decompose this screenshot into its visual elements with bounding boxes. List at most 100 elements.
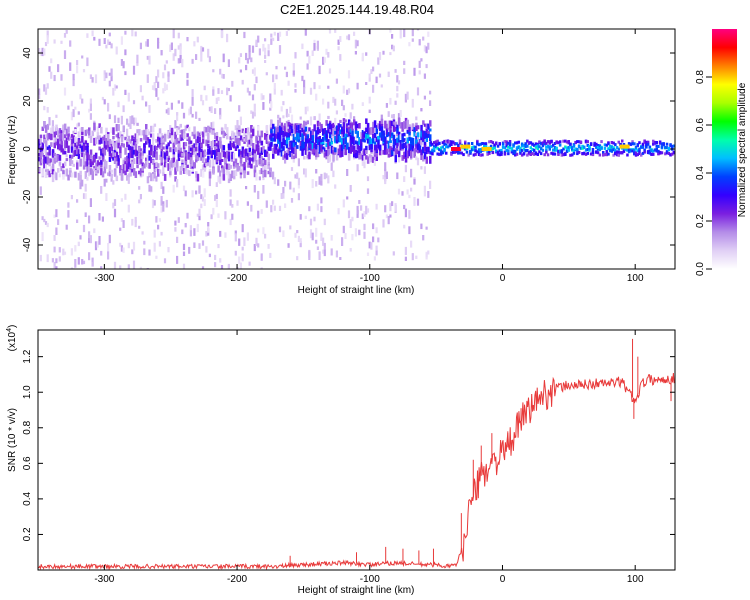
spectrogram-cell [416,147,420,154]
spectrogram-cell [517,140,520,144]
spectrogram-cell [205,95,208,101]
spectrogram-cell [43,48,46,56]
spectrogram-cell [231,143,234,148]
spectrogram-cell [538,140,541,144]
spectrogram-cell [44,140,48,147]
spectrogram-cell [205,132,208,137]
spectrogram-cell [220,127,224,132]
spectrogram-cell [195,175,198,182]
spectrogram-cell [311,50,314,56]
spectrogram-cell [81,179,84,187]
spectrogram-cell [222,145,226,151]
spectrogram-cell [222,74,225,79]
spectrogram-cell [174,147,177,152]
spectrogram-cell [188,170,191,177]
spectrogram-cell [176,179,179,188]
spectrogram-cell [229,189,232,197]
spectrogram-cell [396,22,398,26]
spectrogram-cell [255,76,258,84]
spectrogram-cell [258,136,262,144]
spectrogram-cell [365,205,368,215]
spectrogram-cell [589,152,593,156]
spectrogram-cell [615,153,619,157]
spectrogram-cell [646,140,650,144]
spectrogram-cell [46,222,49,228]
spectrogram-cell [301,140,304,148]
spectrogram-cell [103,134,107,141]
spectrogram-cell [520,153,524,157]
spectrogram-cell [315,135,318,140]
spectrogram-cell [124,193,127,200]
spectrogram-cell [69,136,72,140]
spectrogram-cell [107,172,110,176]
spectrogram-cell [545,145,548,149]
spectrogram-cell [299,214,302,220]
spectrogram-cell [472,153,476,157]
spectrogram-cell [294,141,297,146]
spectrogram-cell [342,199,345,208]
spectrogram-cell [153,200,156,206]
spectrogram-ylabel: Frequency (Hz) [7,116,18,185]
spectrogram-cell [434,140,438,144]
spectrogram-cell [167,131,170,136]
spectrogram-cell [117,161,120,166]
spectrogram-cell [205,158,208,165]
spectrogram-cell [255,172,258,181]
spectrogram-cell [420,132,423,137]
spectrogram-cell [330,235,333,241]
spectrogram-cell [384,168,387,178]
spectrogram-cell [207,132,210,141]
spectrogram-cell [416,125,420,130]
colorbar: 0.00.20.40.60.8 Normalized spectral ampl… [695,29,748,276]
spectrogram-cell [316,203,319,211]
spectrogram-cell [77,149,81,154]
spectrogram-cell [325,173,328,179]
spectrogram-cell [643,148,646,152]
spectrogram-cell [243,237,246,246]
spectrogram-cell [148,131,151,136]
spectrogram-cell [76,123,79,128]
spectrogram-cell [363,231,366,239]
spectrogram-cell [595,150,598,154]
spectrogram-cell [53,142,56,148]
spectrogram-cell [284,203,287,208]
spectrogram-cell [598,153,602,157]
spectrogram-cell [117,140,120,149]
spectrogram-cell [239,262,242,269]
spectrogram-cell [394,69,397,73]
spectrogram-cell [655,144,658,148]
spectrogram-cell [117,132,120,140]
spectrogram-cell [167,155,170,159]
spectrogram-cell [481,142,484,145]
spectrogram-cell [126,175,129,181]
spectrogram-cell [353,154,356,158]
spectrogram-cell [579,146,583,150]
spectrogram-cell [330,128,334,135]
spectrogram-cell [60,130,63,135]
spectrogram-cell [250,204,253,212]
spectrogram-cell [273,83,276,90]
spectrogram-cell [158,241,161,247]
spectrogram-cell [48,145,51,150]
spectrogram-cell [420,149,423,156]
spectrogram-cell [351,126,354,131]
spectrogram-cell [358,146,361,153]
spectrogram-cell [323,57,326,63]
spectrogram-cell [84,150,88,156]
spectrogram-cell [250,157,253,162]
spectrogram-cell [512,149,515,153]
spectrogram-cell [238,238,241,246]
spectrogram-cell [219,68,222,75]
spectrogram-cell [120,198,123,202]
spectrogram-cell [285,31,288,36]
spectrogram-cell [296,172,299,179]
spectrogram-cell [41,216,44,221]
spectrogram-cell [596,144,600,147]
spectrogram-cell [224,158,227,164]
spectrogram-cell [572,144,576,148]
spectrogram-cell [44,87,48,95]
spectrogram-cell [167,163,170,171]
spectrogram-cell [184,165,188,172]
spectrogram-cell [267,146,270,151]
spectrogram-cell [584,139,588,143]
